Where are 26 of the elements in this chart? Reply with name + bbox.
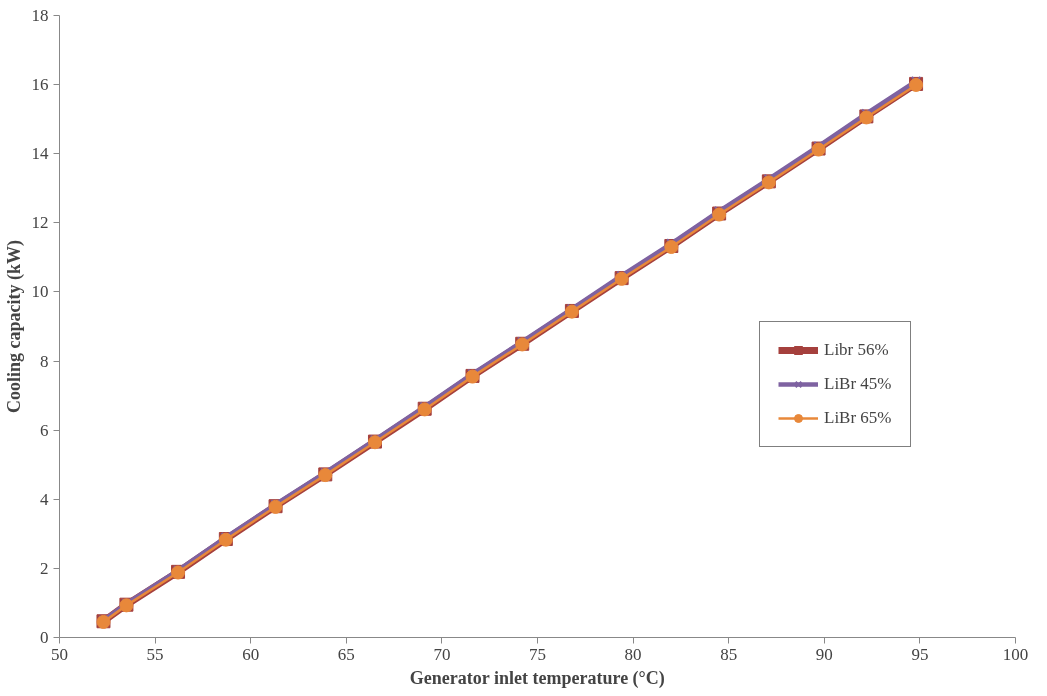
- x-tick-label: 65: [337, 644, 355, 664]
- legend-label: LiBr 65%: [824, 408, 892, 428]
- y-tick-label: 16: [31, 75, 49, 95]
- x-tick-label: 95: [911, 644, 929, 664]
- y-tick-label: 6: [40, 420, 49, 440]
- x-tick-label: 90: [815, 644, 833, 664]
- y-tick-label: 8: [40, 351, 49, 371]
- x-tick-label: 85: [720, 644, 738, 664]
- y-tick-label: 14: [31, 144, 49, 164]
- y-tick-label: 10: [31, 282, 49, 302]
- y-tick-label: 18: [31, 6, 49, 25]
- x-axis-title: Generator inlet temperature (°C): [409, 667, 665, 689]
- y-axis-title: Cooling capacity (kW): [3, 240, 25, 413]
- y-tick-label: 4: [40, 489, 49, 509]
- legend-label: Libr 56%: [824, 340, 889, 360]
- x-tick-label: 75: [529, 644, 546, 664]
- y-tick-label: 2: [40, 558, 49, 578]
- legend-label: LiBr 45%: [824, 374, 892, 394]
- x-tick-label: 80: [624, 644, 642, 664]
- y-tick-label: 12: [31, 213, 49, 233]
- x-tick-label: 60: [242, 644, 260, 664]
- y-tick-label: 0: [40, 628, 49, 647]
- x-tick-label: 70: [433, 644, 451, 664]
- x-tick-label: 100: [1002, 644, 1029, 664]
- x-tick-label: 55: [146, 644, 164, 664]
- x-tick-label: 50: [51, 644, 68, 664]
